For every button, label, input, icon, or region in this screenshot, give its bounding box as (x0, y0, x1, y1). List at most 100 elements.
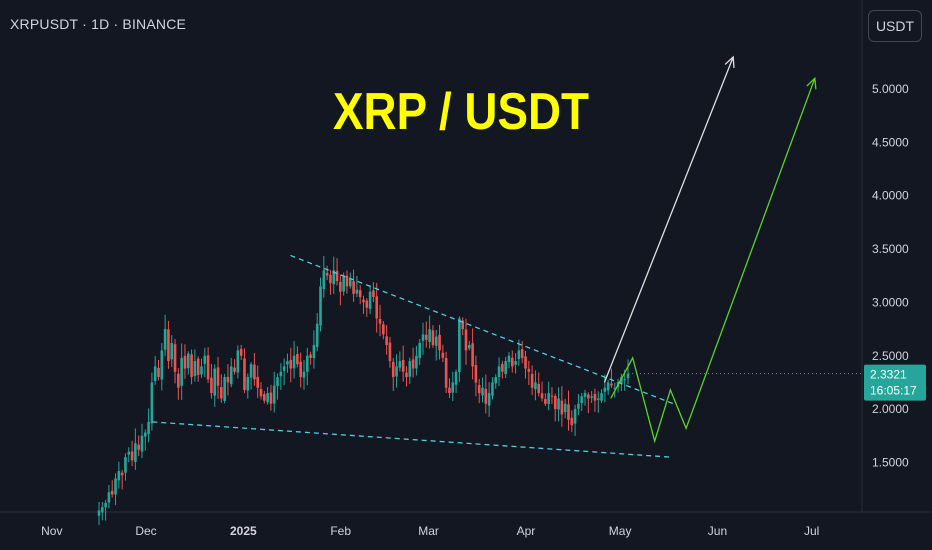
candle (454, 369, 458, 393)
candle (395, 354, 398, 388)
candle (507, 352, 511, 369)
candle (567, 390, 570, 431)
candle (296, 346, 299, 368)
candle (183, 344, 187, 379)
time-axis[interactable]: Nov Dec 2025 Feb Mar Apr May Jun Jul (41, 524, 819, 538)
candle (544, 393, 547, 406)
candle (438, 324, 441, 360)
candle (193, 349, 197, 382)
candle (362, 295, 365, 314)
symbol-label[interactable]: XRPUSDT · 1D · BINANCE (10, 16, 187, 32)
candle (345, 270, 349, 294)
price-axis[interactable]: 1.5000 2.0000 2.5000 3.0000 3.5000 4.0000 4.50… (872, 82, 909, 469)
y-tick-label: 3.0000 (872, 295, 909, 309)
descending-resistance-line[interactable] (290, 254, 674, 405)
candle (464, 318, 468, 365)
x-tick-label: Dec (135, 524, 156, 538)
candle (603, 374, 607, 403)
candle (216, 356, 220, 399)
candle (606, 380, 610, 395)
candle (203, 347, 207, 378)
drawing-layer (152, 55, 817, 458)
candle (382, 320, 385, 340)
candle (425, 321, 428, 348)
candle (246, 373, 250, 399)
candle (97, 502, 101, 526)
candle (580, 392, 584, 411)
candle (233, 359, 236, 375)
x-tick-label: 2025 (230, 524, 257, 538)
currency-button[interactable]: USDT (868, 10, 922, 42)
candle-countdown: 16:05:17 (870, 384, 917, 398)
candle (279, 363, 283, 390)
candle (236, 345, 240, 379)
candle (150, 372, 154, 431)
y-tick-label: 2.0000 (872, 402, 909, 416)
candle (163, 314, 167, 356)
candle (626, 359, 630, 385)
x-tick-label: Jul (804, 524, 819, 538)
candle (110, 480, 114, 498)
candle (448, 378, 451, 398)
candle (180, 343, 183, 400)
candle (560, 386, 564, 427)
candle (315, 312, 319, 352)
candle (378, 304, 382, 337)
candle (223, 373, 226, 404)
candle (282, 358, 286, 386)
last-price-tag: 2.3321 16:05:17 (628, 364, 926, 401)
candle (263, 391, 266, 404)
candle (130, 440, 134, 467)
candle (213, 364, 217, 407)
candle (256, 365, 259, 399)
candle (160, 343, 164, 391)
chart-headline-annotation: XRP / USDT (333, 83, 589, 141)
candle (372, 282, 375, 303)
projection-green-arrow[interactable] (610, 78, 816, 444)
candle (190, 349, 193, 385)
candle (276, 373, 279, 400)
candle (563, 398, 567, 419)
candle (527, 360, 531, 385)
candle (583, 389, 587, 406)
candle (153, 355, 157, 385)
candle (504, 357, 507, 379)
candle (444, 351, 448, 394)
candle (302, 360, 306, 390)
candle (510, 350, 514, 373)
candle (596, 391, 600, 413)
y-tick-label: 3.5000 (872, 242, 909, 256)
candle (309, 351, 312, 365)
candle (120, 469, 124, 490)
y-tick-label: 5.0000 (872, 82, 909, 96)
projection-white-arrow[interactable] (603, 56, 734, 383)
candle (587, 392, 590, 414)
descending-support-line[interactable] (152, 421, 671, 458)
candle (451, 371, 455, 402)
candle (388, 336, 392, 368)
candle (481, 377, 484, 403)
candle (220, 374, 223, 403)
candle (134, 428, 137, 470)
candle (312, 330, 316, 369)
candle (117, 461, 121, 489)
candle (124, 453, 127, 481)
candle (253, 352, 256, 386)
candle (600, 389, 603, 403)
candle (355, 275, 359, 298)
candle (127, 447, 131, 463)
candle (557, 387, 560, 422)
candle (167, 320, 170, 369)
projection-white-arrowhead (724, 55, 735, 69)
candle (477, 378, 481, 404)
candle (411, 347, 415, 378)
candle (570, 410, 574, 433)
y-tick-label: 4.0000 (872, 189, 909, 203)
candle (243, 348, 246, 394)
candle (206, 347, 210, 383)
candle (319, 277, 322, 332)
price-tag-box (864, 364, 926, 401)
candle (143, 429, 147, 451)
